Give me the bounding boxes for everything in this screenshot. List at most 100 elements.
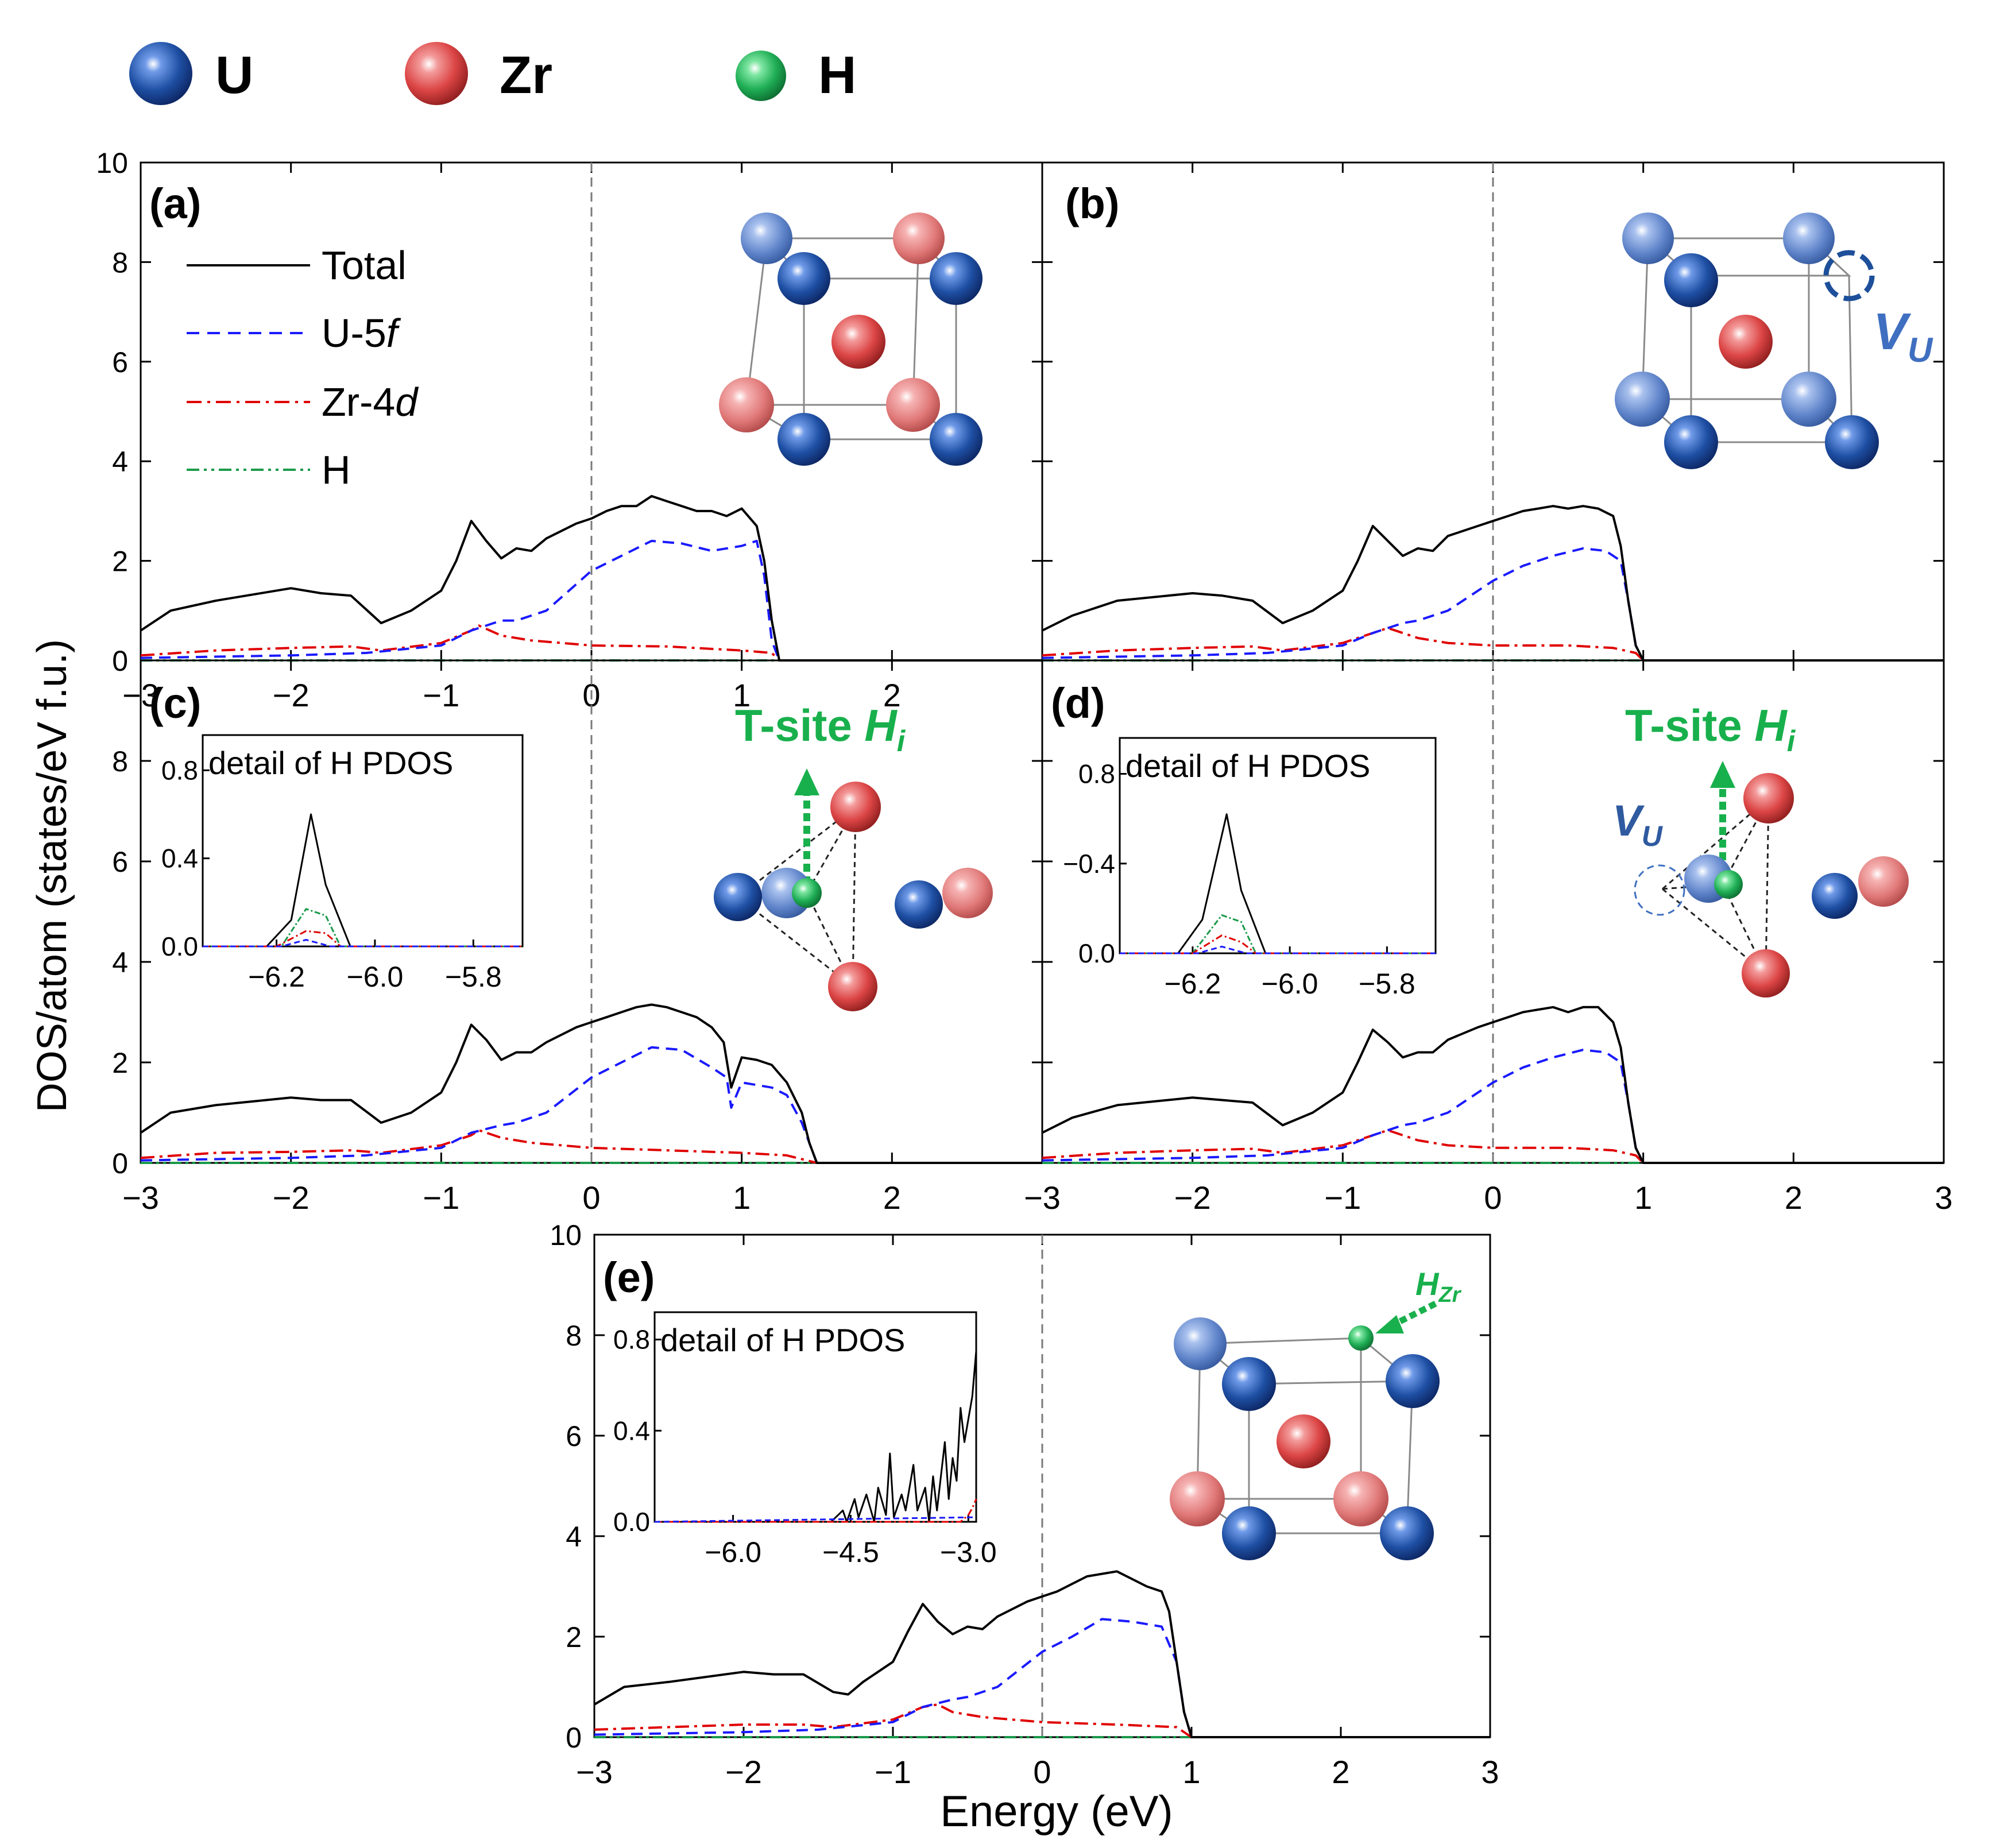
inset-series-u5f — [1120, 945, 1436, 954]
y-tick-label: 4 — [112, 946, 128, 979]
x-tick-label: −3 — [122, 1180, 159, 1216]
u-atom — [714, 873, 762, 921]
series-total — [1042, 505, 1944, 662]
zr-atom — [830, 782, 881, 832]
x-tick-label: 1 — [733, 1180, 751, 1216]
zr-atom — [1743, 773, 1794, 824]
panel-label: (b) — [1065, 180, 1120, 227]
x-tick-label: 2 — [883, 1180, 901, 1216]
series-u5f — [140, 1046, 1042, 1164]
inset-x-tick-label: −6.0 — [1262, 968, 1318, 1000]
vacancy-icon — [1634, 864, 1685, 916]
inset-chart: −6.0 −4.5 −3.0 0.0 0.4 0.8 detail of H PDOS — [613, 1311, 997, 1568]
u-atom — [1664, 415, 1718, 469]
y-tick-label: 0 — [566, 1722, 582, 1754]
x-axis-title: Energy (eV) — [940, 1787, 1173, 1836]
y-tick-label: 4 — [112, 446, 128, 478]
inset-title: detail of H PDOS — [208, 745, 453, 781]
atom-legend: U Zr H — [129, 42, 856, 105]
panel-c: −3 −2 −1 0 1 2 0 2 4 6 8 (c) −6.2 −6.0 −5.8 0.0 0.4 0.8 de… — [112, 659, 1043, 1216]
x-tick-label: 1 — [1634, 1180, 1652, 1216]
series-total — [593, 1570, 1490, 1738]
u-atom — [930, 252, 983, 305]
legend-zr4d-label: Zr-4d — [322, 380, 419, 424]
inset-x-tick-label: −6.2 — [248, 961, 305, 993]
u-atom — [1386, 1354, 1440, 1408]
inset-x-tick-label: −4.5 — [822, 1536, 879, 1568]
x-tick-label: 1 — [1182, 1754, 1200, 1790]
tsite-structure-c: T-site Hi — [714, 700, 993, 1011]
zr-atom — [893, 212, 945, 264]
x-tick-label: 0 — [1033, 1754, 1051, 1790]
vacancy-label-d: VU — [1612, 797, 1664, 852]
series-total — [140, 494, 1042, 662]
series-zr4d — [140, 624, 1042, 662]
zr-atom — [831, 315, 885, 369]
inset-y-tick-label: 0.0 — [613, 1507, 650, 1537]
inset-y-tick-label: 0.0 — [161, 931, 198, 961]
legend-u5f-label: U-5f — [322, 311, 401, 355]
inset-chart: −6.2 −6.0 −5.8 0.0 0.4 0.8 detail of H PDOS — [161, 734, 524, 993]
x-tick-label: −1 — [423, 1180, 459, 1216]
zr-atom-icon — [405, 42, 468, 105]
panel-label: (d) — [1051, 679, 1105, 727]
zr-legend-label: Zr — [500, 46, 552, 105]
series-zr4d — [140, 1129, 1042, 1164]
x-tick-label: 3 — [1481, 1754, 1499, 1790]
x-tick-label: −2 — [273, 677, 310, 713]
zr-atom — [886, 378, 940, 432]
series-zr4d — [1042, 627, 1944, 662]
y-tick-label: 6 — [566, 1420, 582, 1452]
inset-x-tick-label: −6.2 — [1165, 968, 1221, 1000]
u-atom — [1174, 1317, 1227, 1370]
y-tick-label: 10 — [550, 1219, 582, 1251]
hzr-label: HZr — [1415, 1266, 1462, 1307]
tsite-label-d: T-site Hi — [1625, 700, 1796, 758]
y-tick-label: 0 — [112, 645, 128, 677]
u-atom — [778, 413, 830, 466]
inset-y-tick-label: 0.0 — [1078, 938, 1115, 968]
vacancy-label-b: VU — [1873, 303, 1933, 369]
tsite-structure-d: T-site Hi VU — [1612, 700, 1909, 998]
series-u5f — [140, 539, 1042, 662]
h-atom — [1714, 870, 1743, 899]
u-atom — [741, 212, 792, 264]
u-atom — [930, 413, 983, 466]
x-tick-label: −2 — [1174, 1180, 1211, 1216]
x-tick-label: −1 — [1324, 1180, 1361, 1216]
zr-atom — [1333, 1471, 1388, 1526]
y-tick-label: 4 — [566, 1521, 582, 1553]
inset-y-tick-label: 0.4 — [613, 1416, 650, 1445]
inset-x-tick-label: −5.8 — [445, 961, 502, 993]
series-total — [140, 1003, 1042, 1164]
u-atom — [1825, 415, 1879, 469]
y-tick-label: 6 — [112, 846, 128, 878]
y-tick-label: 2 — [566, 1621, 582, 1653]
legend-total-label: Total — [322, 243, 407, 288]
crystal-structure-b: VU — [1615, 212, 1933, 469]
x-tick-label: 2 — [1785, 1180, 1803, 1216]
u-legend-label: U — [215, 46, 253, 105]
panel-label: (c) — [149, 679, 201, 727]
u-atom — [1222, 1506, 1276, 1560]
inset-series-u5f — [654, 1516, 977, 1523]
x-tick-label: 0 — [1484, 1180, 1502, 1216]
x-tick-label: −2 — [725, 1754, 762, 1790]
inset-chart: −6.2 −6.0 −5.8 0.0 −0.4 0.8 detail of H PDOS — [1063, 737, 1437, 1000]
inset-title: detail of H PDOS — [660, 1322, 905, 1358]
inset-frame — [653, 1311, 977, 1523]
x-tick-label: 2 — [883, 677, 901, 713]
h-atom-icon — [736, 51, 786, 101]
panel-e: −3 −2 −1 0 1 2 3 0 2 4 6 8 10 (e) −6.0 −4.5 −3.0 0.0 0.4 0.… — [550, 1219, 1499, 1790]
zr-atom — [1719, 315, 1773, 369]
inset-frame — [1119, 737, 1437, 954]
inset-y-tick-label: 0.8 — [161, 755, 198, 785]
tsite-label-c: T-site Hi — [735, 700, 906, 758]
series-total — [1042, 1006, 1944, 1164]
inset-x-tick-label: −5.8 — [1359, 968, 1415, 1000]
u-atom — [1622, 212, 1674, 264]
inset-x-tick-label: −3.0 — [940, 1536, 997, 1568]
x-tick-label: 0 — [582, 1180, 600, 1216]
y-axis-title: DOS/atom (states/eV f.u.) — [29, 639, 75, 1112]
